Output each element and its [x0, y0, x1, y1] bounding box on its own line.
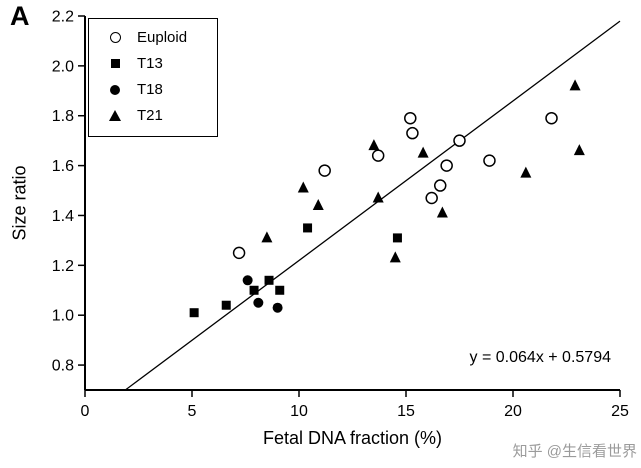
point-euploid	[483, 154, 496, 167]
point-euploid	[433, 179, 447, 192]
point-euploid	[232, 246, 246, 260]
y-tick-label: 1.6	[52, 158, 74, 175]
point-euploid	[440, 159, 453, 172]
y-tick-label: 1.2	[52, 258, 74, 275]
point-t18	[242, 275, 253, 286]
y-tick-label: 2.2	[52, 9, 74, 26]
point-t21	[436, 206, 448, 218]
x-tick-label: 20	[504, 403, 522, 420]
legend-label: Euploid	[137, 29, 188, 46]
point-t21	[312, 198, 324, 210]
legend-item-t18: T18	[109, 81, 187, 98]
point-euploid	[371, 149, 385, 162]
point-t21	[573, 144, 585, 156]
x-tick-label: 15	[397, 403, 415, 420]
y-tick-label: 0.8	[52, 358, 74, 375]
open-circle-icon	[109, 32, 121, 44]
point-t21	[261, 231, 273, 243]
y-tick-label: 1.0	[52, 308, 74, 325]
point-t13	[189, 308, 199, 318]
legend-item-t21: T21	[109, 107, 187, 124]
y-axis-title: Size ratio	[9, 165, 30, 241]
point-euploid	[318, 164, 331, 177]
point-t13	[221, 300, 231, 310]
legend-item-euploid: Euploid	[109, 29, 187, 46]
x-axis-title: Fetal DNA fraction (%)	[262, 428, 443, 448]
point-t13	[264, 275, 274, 285]
y-tick-label: 2.0	[52, 58, 74, 75]
filled-circle-icon	[109, 84, 121, 96]
point-t13	[249, 285, 259, 295]
y-tick-label: 1.4	[52, 208, 74, 225]
point-t13	[303, 223, 313, 233]
legend-label: T18	[137, 81, 163, 98]
point-t18	[272, 302, 283, 313]
point-euploid	[453, 134, 466, 147]
point-t18	[253, 297, 264, 308]
filled-triangle-icon	[109, 110, 121, 122]
point-t21	[297, 181, 309, 193]
point-t21	[520, 166, 532, 178]
x-tick-label: 10	[290, 403, 308, 420]
legend: Euploid T13 T18 T21	[88, 18, 219, 137]
point-t21	[372, 191, 384, 203]
regression-line	[124, 20, 621, 391]
point-euploid	[545, 111, 558, 125]
point-t13	[275, 285, 285, 295]
point-t21	[417, 146, 429, 158]
point-euploid	[425, 191, 438, 205]
panel-label: A	[10, 1, 30, 31]
y-tick-label: 1.8	[52, 108, 74, 125]
x-tick-label: 25	[611, 403, 629, 420]
x-tick-label: 5	[188, 403, 197, 420]
point-euploid	[406, 126, 419, 140]
point-t21	[368, 139, 380, 151]
filled-square-icon	[109, 58, 121, 70]
legend-label: T13	[137, 55, 163, 72]
legend-item-t13: T13	[109, 55, 187, 72]
x-tick-label: 0	[81, 403, 90, 420]
point-t21	[389, 251, 401, 263]
legend-label: T21	[137, 107, 163, 124]
point-t13	[392, 233, 402, 243]
point-t21	[569, 79, 581, 91]
watermark: 知乎 @生信看世界	[512, 443, 637, 460]
regression-equation: y = 0.064x + 0.5794	[469, 349, 611, 366]
point-euploid	[404, 111, 417, 125]
